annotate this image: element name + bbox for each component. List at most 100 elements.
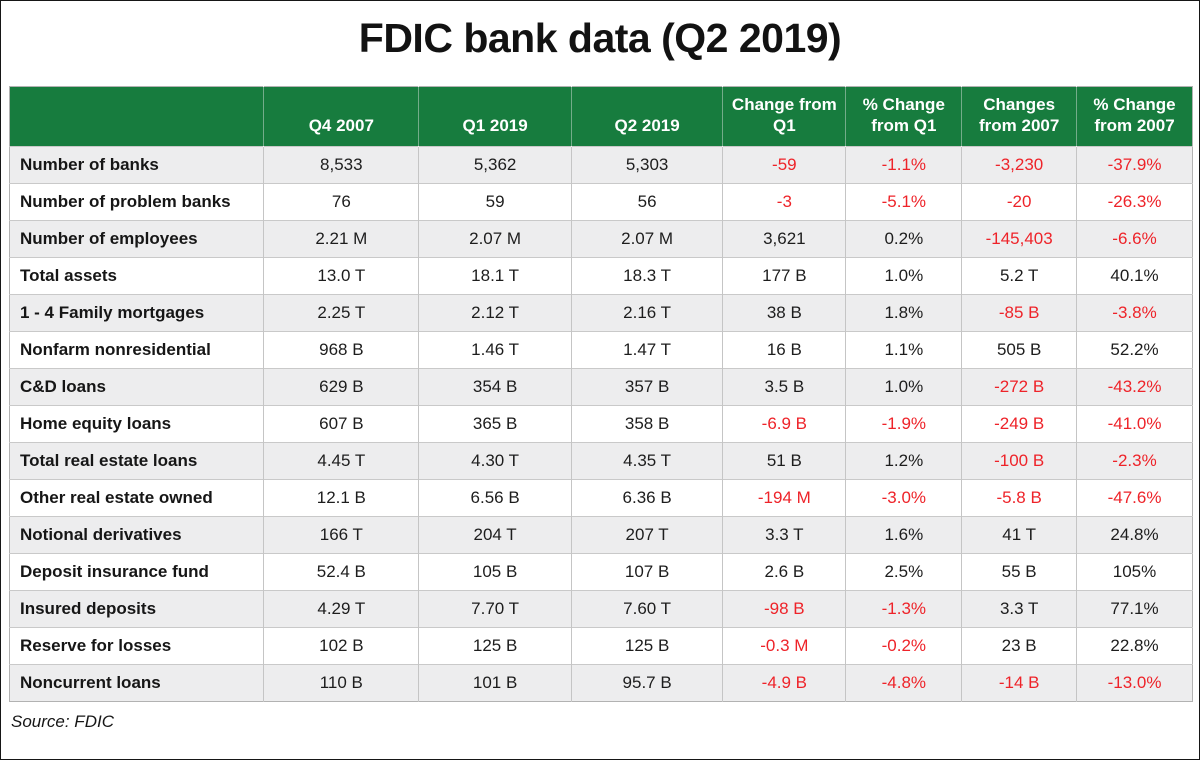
cell: -100 B xyxy=(961,441,1078,480)
fdic-data-table: Q4 2007 Q1 2019 Q2 2019 Change from Q1% Cha… xyxy=(9,86,1193,702)
table-row: Notional derivatives 166 T 204 T 207 T 3.3 T… xyxy=(9,515,1193,554)
cell: 95.7 B xyxy=(571,663,724,702)
cell: 1.47 T xyxy=(571,330,724,369)
cell: 2.07 M xyxy=(571,219,724,258)
cell: 505 B xyxy=(961,330,1078,369)
row-label: Number of employees xyxy=(9,219,265,258)
cell: -6.9 B xyxy=(722,404,847,443)
table-row: Insured deposits 4.29 T 7.70 T 7.60 T -98 B-… xyxy=(9,589,1193,628)
row-label: C&D loans xyxy=(9,367,265,406)
cell: 18.3 T xyxy=(571,256,724,295)
cell: 2.07 M xyxy=(418,219,572,258)
cell: 125 B xyxy=(571,626,724,665)
table-row: Total assets 13.0 T 18.1 T 18.3 T 177 B 1.0% 5… xyxy=(9,256,1193,295)
cell: 107 B xyxy=(571,552,724,591)
cell: -3.0% xyxy=(845,478,963,517)
cell: -37.9% xyxy=(1076,145,1193,184)
cell: 1.0% xyxy=(845,256,963,295)
cell: 12.1 B xyxy=(263,478,420,517)
cell: 177 B xyxy=(722,256,847,295)
cell: -43.2% xyxy=(1076,367,1193,406)
cell: 607 B xyxy=(263,404,420,443)
cell: 207 T xyxy=(571,515,724,554)
cell: 4.45 T xyxy=(263,441,420,480)
cell: 1.46 T xyxy=(418,330,572,369)
cell: 2.6 B xyxy=(722,552,847,591)
cell: 101 B xyxy=(418,663,572,702)
row-label: Insured deposits xyxy=(9,589,265,628)
cell: 0.2% xyxy=(845,219,963,258)
column-header-blank xyxy=(9,86,265,147)
cell: 5,303 xyxy=(571,145,724,184)
row-label: Total assets xyxy=(9,256,265,295)
cell: 38 B xyxy=(722,293,847,332)
row-label: Notional derivatives xyxy=(9,515,265,554)
cell: 51 B xyxy=(722,441,847,480)
cell: 4.29 T xyxy=(263,589,420,628)
cell: 3,621 xyxy=(722,219,847,258)
table-body: Number of banks 8,533 5,362 5,303 -59 -1.1% -3… xyxy=(9,145,1193,702)
cell: 102 B xyxy=(263,626,420,665)
cell: -249 B xyxy=(961,404,1078,443)
cell: 204 T xyxy=(418,515,572,554)
cell: -145,403 xyxy=(961,219,1078,258)
cell: -5.1% xyxy=(845,182,963,221)
page-title: FDIC bank data (Q2 2019) xyxy=(358,15,842,61)
table-row: Home equity loans 607 B 365 B 358 B -6.9 B -1… xyxy=(9,404,1193,443)
cell: 3.3 T xyxy=(961,589,1078,628)
cell: 968 B xyxy=(263,330,420,369)
cell: 40.1% xyxy=(1076,256,1193,295)
cell: 2.12 T xyxy=(418,293,572,332)
table-row: Number of problem banks 76 59 56 -3 -5.1% -20-… xyxy=(9,182,1193,221)
table-row: C&D loans 629 B 354 B 357 B 3.5 B 1.0% -272 B-… xyxy=(9,367,1193,406)
cell: -6.6% xyxy=(1076,219,1193,258)
cell: -5.8 B xyxy=(961,478,1078,517)
column-header-5: % Change from Q1 xyxy=(845,86,963,147)
cell: -3.8% xyxy=(1076,293,1193,332)
column-header-2: Q1 2019 xyxy=(418,86,572,147)
row-label: Other real estate owned xyxy=(9,478,265,517)
row-label: Number of banks xyxy=(9,145,265,184)
cell: 105% xyxy=(1076,552,1193,591)
cell: 1.6% xyxy=(845,515,963,554)
cell: -3 xyxy=(722,182,847,221)
cell: 22.8% xyxy=(1076,626,1193,665)
cell: 8,533 xyxy=(263,145,420,184)
cell: -47.6% xyxy=(1076,478,1193,517)
table-row: Number of employees 2.21 M 2.07 M 2.07 M 3,6… xyxy=(9,219,1193,258)
cell: 1.8% xyxy=(845,293,963,332)
row-label: Noncurrent loans xyxy=(9,663,265,702)
column-header-1: Q4 2007 xyxy=(263,86,420,147)
cell: -26.3% xyxy=(1076,182,1193,221)
row-label: Total real estate loans xyxy=(9,441,265,480)
cell: -4.8% xyxy=(845,663,963,702)
cell: -0.2% xyxy=(845,626,963,665)
cell: 5,362 xyxy=(418,145,572,184)
cell: 1.2% xyxy=(845,441,963,480)
cell: 110 B xyxy=(263,663,420,702)
cell: -59 xyxy=(722,145,847,184)
cell: -20 xyxy=(961,182,1078,221)
cell: 23 B xyxy=(961,626,1078,665)
cell: 56 xyxy=(571,182,724,221)
cell: -2.3% xyxy=(1076,441,1193,480)
cell: 6.36 B xyxy=(571,478,724,517)
cell: -3,230 xyxy=(961,145,1078,184)
cell: 18.1 T xyxy=(418,256,572,295)
cell: 1.1% xyxy=(845,330,963,369)
cell: 1.0% xyxy=(845,367,963,406)
cell: -0.3 M xyxy=(722,626,847,665)
table-row: Deposit insurance fund 52.4 B 105 B 107 B 2.… xyxy=(9,552,1193,591)
cell: -85 B xyxy=(961,293,1078,332)
row-label: Home equity loans xyxy=(9,404,265,443)
cell: 7.60 T xyxy=(571,589,724,628)
table-row: Other real estate owned 12.1 B 6.56 B 6.36 … xyxy=(9,478,1193,517)
table-row: Noncurrent loans 110 B 101 B 95.7 B -4.9 B -4… xyxy=(9,663,1193,702)
cell: -1.9% xyxy=(845,404,963,443)
cell: 358 B xyxy=(571,404,724,443)
row-label: Reserve for losses xyxy=(9,626,265,665)
cell: -272 B xyxy=(961,367,1078,406)
cell: 6.56 B xyxy=(418,478,572,517)
cell: 59 xyxy=(418,182,572,221)
cell: 52.2% xyxy=(1076,330,1193,369)
